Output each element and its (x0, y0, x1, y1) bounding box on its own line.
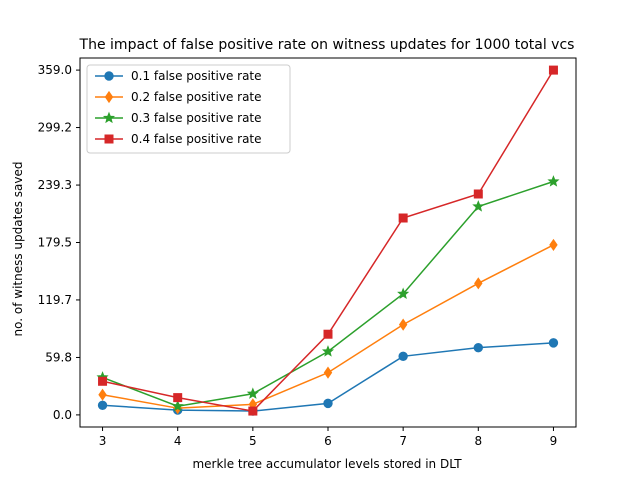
series-layer (96, 65, 560, 416)
legend-label: 0.3 false positive rate (131, 111, 262, 125)
series-4 (98, 65, 558, 416)
data-point (398, 318, 408, 331)
data-point (547, 175, 560, 187)
x-tick-label: 6 (324, 434, 332, 448)
chart-title: The impact of false positive rate on wit… (79, 37, 575, 53)
x-tick-label: 8 (474, 434, 482, 448)
legend-item: 0.2 false positive rate (95, 90, 262, 104)
data-point (248, 406, 258, 416)
series-line (102, 244, 554, 409)
data-point (98, 388, 107, 401)
legend-label: 0.1 false positive rate (131, 69, 262, 83)
data-point (398, 213, 408, 223)
data-point (474, 277, 483, 290)
legend-marker (104, 134, 114, 144)
data-point (548, 338, 559, 348)
data-point (246, 387, 259, 399)
data-point (323, 366, 333, 379)
data-point (321, 345, 335, 357)
data-point (323, 398, 333, 409)
data-point (97, 400, 108, 410)
legend-item: 0.4 false positive rate (95, 132, 262, 146)
legend-label: 0.2 false positive rate (131, 90, 262, 104)
x-tick-label: 4 (174, 434, 182, 448)
data-point (549, 238, 558, 251)
data-point (548, 65, 558, 75)
x-tick-label: 3 (99, 434, 107, 448)
legend-marker (104, 90, 114, 104)
data-point (397, 287, 410, 300)
legend-marker (102, 111, 116, 124)
y-tick-label: 239.3 (38, 178, 72, 192)
data-point (398, 351, 408, 362)
series-2 (98, 238, 558, 415)
y-axis-label: no. of witness updates saved (11, 162, 25, 337)
data-point (472, 200, 485, 212)
data-point (171, 399, 184, 412)
x-tick-label: 7 (399, 434, 407, 448)
data-point (323, 329, 333, 339)
legend-box (86, 64, 291, 154)
legend-label: 0.4 false positive rate (131, 132, 262, 146)
y-tick-label: 0.0 (53, 408, 72, 422)
data-point (473, 189, 483, 199)
data-point (98, 376, 108, 386)
y-tick-label: 179.5 (38, 236, 72, 250)
y-tick-label: 119.7 (38, 293, 72, 307)
data-point (473, 342, 484, 353)
y-tick-label: 299.2 (38, 121, 72, 135)
x-tick-label: 5 (249, 434, 257, 448)
y-tick-label: 59.8 (45, 350, 72, 364)
legend: 0.1 false positive rate 0.2 false positiv… (86, 64, 291, 154)
data-point (173, 393, 183, 403)
legend-item: 0.3 false positive rate (95, 111, 262, 125)
y-axis: 0.0 59.8 119.7 179.5 239.3 299.2 359.0 (38, 63, 80, 422)
y-tick-label: 359.0 (38, 63, 72, 77)
legend-item: 0.1 false positive rate (95, 69, 262, 83)
x-axis-label: merkle tree accumulator levels stored in… (192, 457, 462, 471)
x-axis: 3 4 5 6 7 8 9 (99, 427, 558, 448)
x-tick-label: 9 (550, 434, 558, 448)
legend-marker (104, 71, 114, 81)
